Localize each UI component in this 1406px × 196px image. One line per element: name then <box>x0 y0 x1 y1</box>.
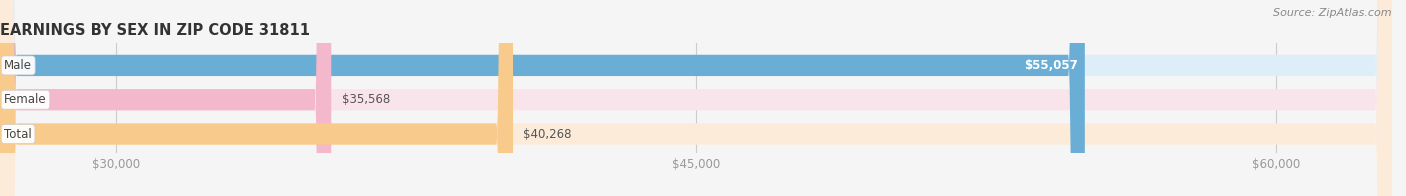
Text: Total: Total <box>4 128 32 141</box>
Text: $40,268: $40,268 <box>523 128 572 141</box>
FancyBboxPatch shape <box>0 0 513 196</box>
Text: $35,568: $35,568 <box>342 93 389 106</box>
Text: Male: Male <box>4 59 32 72</box>
Text: EARNINGS BY SEX IN ZIP CODE 31811: EARNINGS BY SEX IN ZIP CODE 31811 <box>0 23 309 38</box>
Text: Female: Female <box>4 93 46 106</box>
Text: Source: ZipAtlas.com: Source: ZipAtlas.com <box>1274 8 1392 18</box>
Text: $55,057: $55,057 <box>1024 59 1078 72</box>
FancyBboxPatch shape <box>0 0 332 196</box>
FancyBboxPatch shape <box>0 0 1085 196</box>
